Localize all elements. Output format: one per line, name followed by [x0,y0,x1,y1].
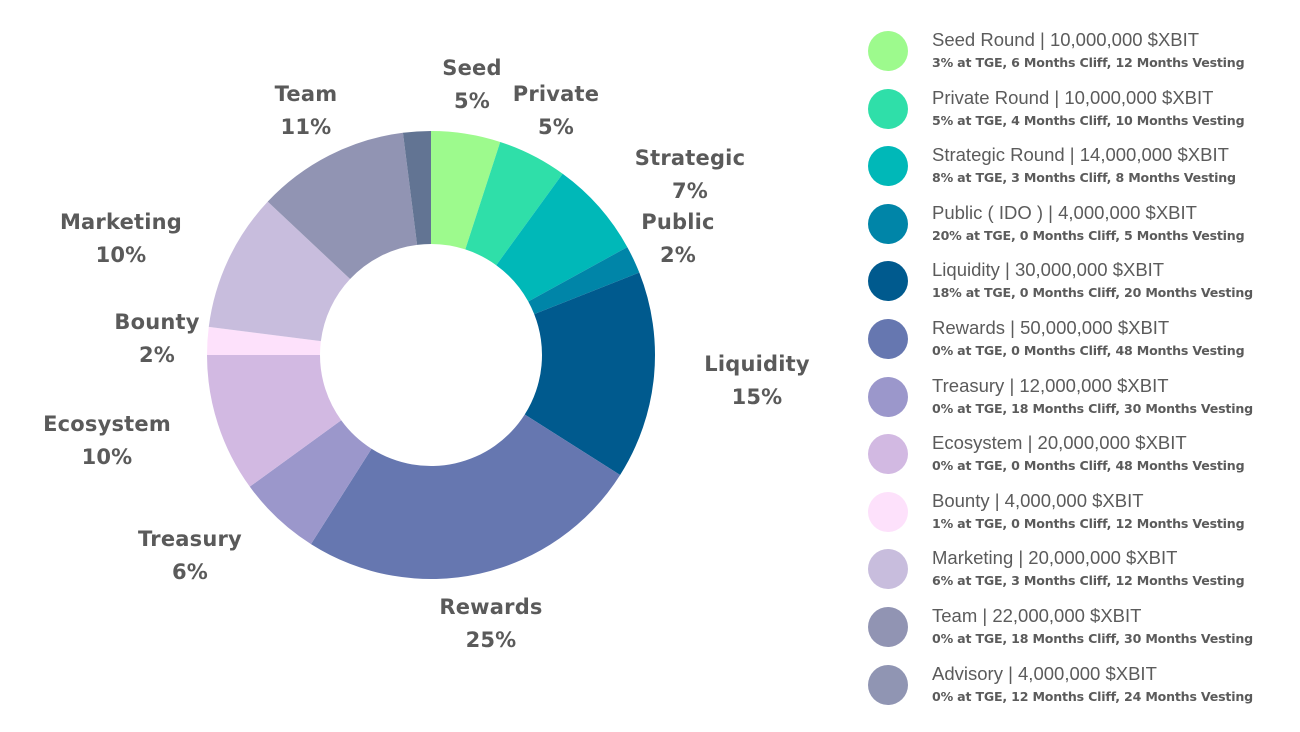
legend-color-dot-icon [868,606,908,647]
slice-label-name: Liquidity [704,352,810,376]
slice-label-name: Team [274,82,338,106]
legend-item: Liquidity | 30,000,000 $XBIT 18% at TGE,… [866,258,1296,316]
slice-label-name: Ecosystem [43,412,171,436]
legend-color-dot-icon [868,376,908,417]
legend-item-vesting-detail: 0% at TGE, 0 Months Cliff, 48 Months Ves… [932,458,1245,474]
legend-color-dot-icon [868,549,908,590]
slice-label-name: Public [641,210,715,234]
donut-slice-seed [431,131,501,250]
legend-item-vesting-detail: 0% at TGE, 18 Months Cliff, 30 Months Ve… [932,630,1253,646]
legend-item-vesting-detail: 20% at TGE, 0 Months Cliff, 5 Months Ves… [932,227,1245,243]
legend-item-vesting-detail: 0% at TGE, 12 Months Cliff, 24 Months Ve… [932,688,1253,704]
slice-label-name: Marketing [59,210,183,234]
donut-slice-bounty [207,326,321,355]
legend-item-title: Bounty | 4,000,000 $XBIT [932,489,1144,511]
legend-item-title: Treasury | 12,000,000 $XBIT [932,374,1169,396]
slice-label-name: Rewards [439,595,543,619]
legend-item: Strategic Round | 14,000,000 $XBIT 8% at… [866,143,1296,201]
legend-item-title: Team | 22,000,000 $XBIT [932,604,1142,626]
legend-item-vesting-detail: 18% at TGE, 0 Months Cliff, 20 Months Ve… [932,285,1253,301]
slice-label-percent: 7% [671,179,709,203]
slice-label-percent: 10% [81,445,133,469]
slice-label-name: Strategic [634,146,746,170]
legend-item: Rewards | 50,000,000 $XBIT 0% at TGE, 0 … [866,316,1296,374]
legend-color-dot-icon [868,146,908,187]
slice-label-name: Bounty [114,310,200,334]
legend-color-dot-icon [868,31,908,71]
slice-label-name: Private [512,82,600,106]
legend-item: Ecosystem | 20,000,000 $XBIT 0% at TGE, … [866,431,1296,489]
slice-label-strategic: Strategic 7% [635,142,745,208]
legend-item-title: Advisory | 4,000,000 $XBIT [932,662,1157,684]
donut-slice-advisory [402,131,431,245]
donut-slice-treasury [249,420,372,545]
slice-label-percent: 11% [280,115,332,139]
donut-chart-area: Seed 5% Private 5% Strategic 7% Public 2… [43,52,810,657]
legend-color-dot-icon [868,261,908,302]
legend-item-title: Strategic Round | 14,000,000 $XBIT [932,144,1229,166]
slice-label-name: Seed [442,56,502,80]
slice-label-team: Team 11% [275,78,338,144]
legend-item-vesting-detail: 1% at TGE, 0 Months Cliff, 12 Months Ves… [932,515,1245,531]
legend-item: Public ( IDO ) | 4,000,000 $XBIT 20% at … [866,201,1296,259]
slice-label-percent: 5% [453,89,491,113]
donut-slice-marketing [208,201,351,342]
slice-label-seed: Seed 5% [442,52,501,118]
donut-slice-rewards [310,414,621,580]
legend-item: Seed Round | 10,000,000 $XBIT 3% at TGE,… [866,28,1296,86]
slice-label-percent: 25% [465,628,517,652]
donut-slice-public [528,247,640,315]
legend-item-title: Rewards | 50,000,000 $XBIT [932,316,1170,338]
donut-slice-liquidity [524,272,656,476]
legend-item-vesting-detail: 6% at TGE, 3 Months Cliff, 12 Months Ves… [932,573,1245,589]
slice-label-bounty: Bounty 2% [114,306,199,372]
legend-item-vesting-detail: 0% at TGE, 18 Months Cliff, 30 Months Ve… [932,400,1253,416]
legend-item-title: Ecosystem | 20,000,000 $XBIT [932,432,1187,454]
legend-item: Treasury | 12,000,000 $XBIT 0% at TGE, 1… [866,374,1296,432]
slice-label-treasury: Treasury 6% [138,523,242,589]
slice-label-private: Private 5% [513,78,600,144]
slice-label-percent: 5% [537,115,575,139]
legend-item-title: Seed Round | 10,000,000 $XBIT [932,29,1200,50]
slice-label-percent: 6% [171,560,209,584]
slice-label-marketing: Marketing 10% [60,206,182,272]
legend-item: Team | 22,000,000 $XBIT 0% at TGE, 18 Mo… [866,604,1296,662]
legend-item-vesting-detail: 3% at TGE, 6 Months Cliff, 12 Months Ves… [932,55,1245,70]
slice-label-liquidity: Liquidity 15% [704,348,810,414]
slice-label-name: Treasury [138,527,242,551]
legend-item-title: Liquidity | 30,000,000 $XBIT [932,259,1165,281]
legend-item: Marketing | 20,000,000 $XBIT 6% at TGE, … [866,546,1296,604]
legend-color-dot-icon [868,664,908,705]
legend-color-dot-icon [868,318,908,359]
legend-item-vesting-detail: 8% at TGE, 3 Months Cliff, 8 Months Vest… [932,170,1236,186]
legend-item-title: Public ( IDO ) | 4,000,000 $XBIT [932,201,1197,223]
slice-label-rewards: Rewards 25% [439,591,542,657]
legend-item: Bounty | 4,000,000 $XBIT 1% at TGE, 0 Mo… [866,489,1296,547]
slice-label-public: Public 2% [641,206,714,272]
donut-slice-team [267,132,418,280]
donut-slice-private [465,141,563,266]
legend-item-title: Private Round | 10,000,000 $XBIT [932,86,1214,108]
legend-color-dot-icon [868,203,908,244]
legend: Seed Round | 10,000,000 $XBIT 3% at TGE,… [866,28,1296,719]
legend-item: Advisory | 4,000,000 $XBIT 0% at TGE, 12… [866,662,1296,720]
legend-color-dot-icon [868,491,908,532]
legend-item-title: Marketing | 20,000,000 $XBIT [932,547,1178,569]
legend-item-vesting-detail: 0% at TGE, 0 Months Cliff, 48 Months Ves… [932,342,1245,358]
legend-item-vesting-detail: 5% at TGE, 4 Months Cliff, 10 Months Ves… [932,112,1245,128]
legend-item: Private Round | 10,000,000 $XBIT 5% at T… [866,86,1296,144]
slice-label-percent: 2% [659,243,697,267]
donut-chart [207,131,656,580]
slice-label-percent: 2% [138,343,176,367]
legend-color-dot-icon [868,434,908,475]
slice-label-percent: 15% [731,385,783,409]
slice-label-ecosystem: Ecosystem 10% [43,408,171,474]
legend-color-dot-icon [868,88,908,129]
slice-label-percent: 10% [95,243,147,267]
donut-slice-strategic [496,173,628,302]
donut-slice-ecosystem [207,355,342,487]
